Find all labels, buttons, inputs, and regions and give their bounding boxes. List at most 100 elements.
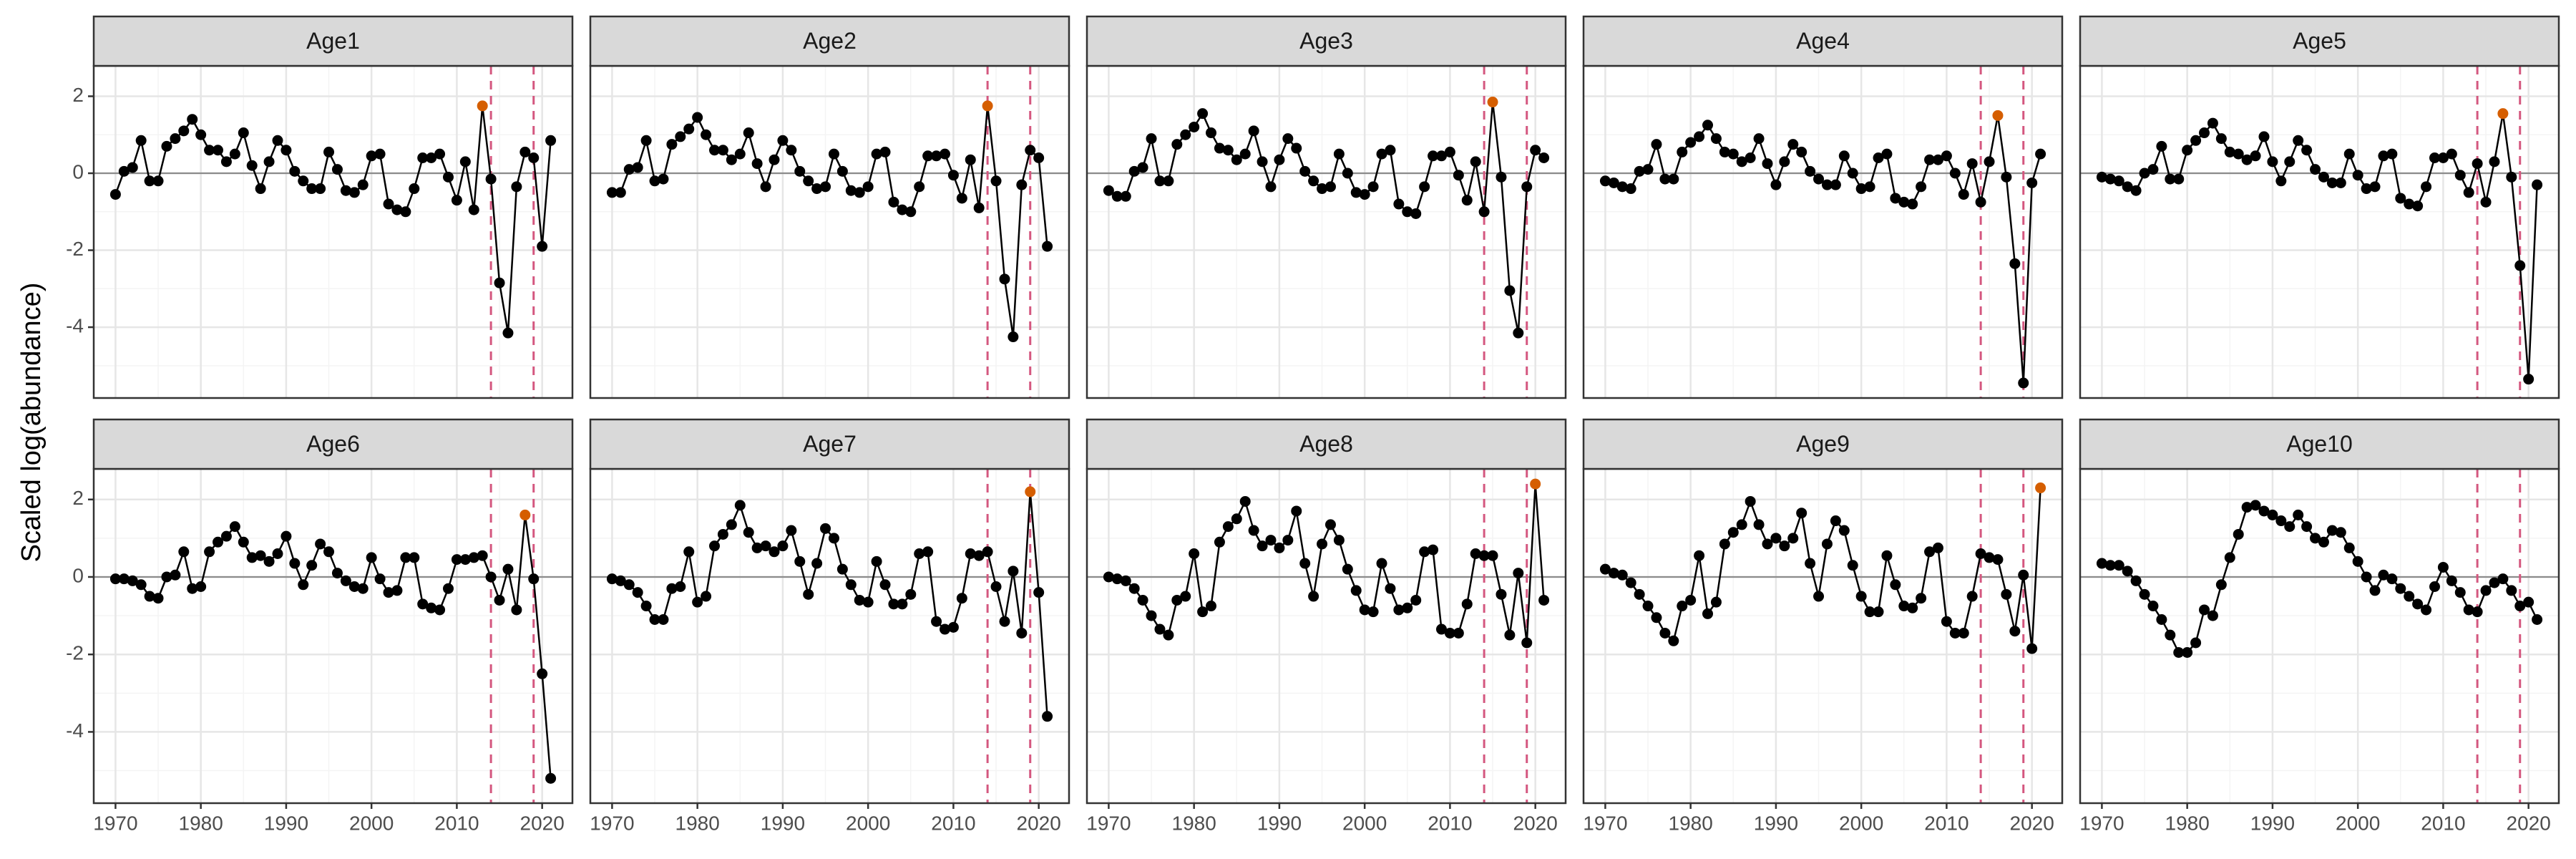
panel: Age8 1970 1980 1990 2000 2010 2020 bbox=[1085, 418, 1567, 834]
data-point bbox=[1103, 185, 1114, 196]
x-tick-label: 2010 bbox=[931, 812, 975, 834]
data-point bbox=[545, 135, 557, 146]
data-point bbox=[2395, 583, 2406, 594]
data-point bbox=[1702, 120, 1714, 131]
data-point bbox=[1299, 165, 1311, 177]
data-point bbox=[1444, 627, 1455, 639]
data-point bbox=[2147, 164, 2159, 175]
data-point bbox=[1898, 601, 1910, 612]
data-point bbox=[1282, 133, 1294, 145]
data-point bbox=[2275, 175, 2287, 187]
data-point bbox=[811, 183, 823, 195]
data-point bbox=[135, 135, 147, 146]
data-point bbox=[2241, 502, 2253, 513]
data-point bbox=[871, 555, 882, 567]
data-point bbox=[2113, 560, 2124, 571]
data-point bbox=[2233, 148, 2244, 160]
data-point bbox=[2207, 117, 2218, 129]
data-point bbox=[897, 598, 908, 610]
data-point bbox=[426, 602, 437, 613]
data-point bbox=[2437, 561, 2449, 573]
data-point bbox=[494, 277, 505, 288]
panel: Age2 bbox=[589, 15, 1070, 399]
data-point bbox=[717, 145, 728, 156]
panel-background bbox=[590, 469, 1069, 803]
strip-label: Age10 bbox=[2286, 431, 2353, 457]
data-point bbox=[459, 554, 471, 566]
data-point bbox=[615, 187, 626, 198]
data-point bbox=[442, 583, 454, 594]
data-point bbox=[2412, 598, 2424, 610]
x-tick-label: 1990 bbox=[1754, 812, 1798, 834]
data-point bbox=[1419, 546, 1430, 558]
data-point bbox=[204, 546, 215, 558]
strip bbox=[589, 418, 1070, 470]
data-point bbox=[1805, 558, 1816, 569]
data-point bbox=[1146, 133, 1157, 145]
data-point bbox=[1513, 568, 1524, 579]
data-point bbox=[1821, 179, 1833, 190]
data-point bbox=[1154, 623, 1166, 635]
data-point bbox=[2343, 148, 2355, 160]
x-tick-label: 2020 bbox=[1513, 812, 1558, 834]
data-point bbox=[2489, 577, 2500, 588]
data-point bbox=[1513, 327, 1524, 339]
data-point bbox=[468, 552, 479, 563]
data-point bbox=[1599, 563, 1611, 575]
data-point bbox=[2165, 629, 2176, 641]
data-point bbox=[803, 175, 814, 187]
data-point bbox=[1770, 179, 1782, 190]
data-point bbox=[220, 530, 232, 542]
data-point bbox=[1992, 554, 2004, 566]
data-point bbox=[417, 598, 429, 610]
data-point bbox=[1538, 594, 1550, 606]
data-point bbox=[1805, 165, 1816, 177]
data-point bbox=[1659, 627, 1671, 639]
data-point bbox=[1350, 187, 1362, 198]
data-point bbox=[1299, 558, 1311, 569]
strip-label: Age8 bbox=[1299, 431, 1353, 457]
data-point bbox=[1171, 594, 1183, 606]
data-point bbox=[1435, 623, 1447, 635]
data-point bbox=[1916, 181, 1927, 193]
data-point bbox=[965, 548, 976, 560]
data-point bbox=[973, 550, 985, 561]
data-point bbox=[118, 165, 130, 177]
data-point bbox=[675, 581, 686, 593]
data-point bbox=[1634, 165, 1645, 177]
data-point bbox=[2369, 181, 2381, 193]
data-point bbox=[537, 668, 548, 679]
data-point bbox=[1719, 146, 1730, 157]
data-point bbox=[1813, 173, 1825, 185]
data-point bbox=[666, 583, 678, 594]
data-point bbox=[1770, 533, 1782, 544]
data-point bbox=[1478, 206, 1490, 218]
data-point bbox=[1248, 525, 1259, 536]
data-point bbox=[760, 181, 771, 193]
x-tick-label: 2000 bbox=[846, 812, 890, 834]
data-point bbox=[1608, 177, 1619, 188]
data-point bbox=[1189, 548, 1200, 560]
data-point bbox=[1428, 150, 1439, 162]
strip bbox=[1085, 418, 1567, 470]
data-point bbox=[1727, 527, 1739, 538]
data-point bbox=[187, 114, 198, 125]
data-point bbox=[888, 598, 899, 610]
data-point bbox=[2122, 181, 2133, 193]
data-point bbox=[2369, 585, 2381, 596]
x-tick-label: 2010 bbox=[1428, 812, 1472, 834]
data-point bbox=[623, 164, 635, 175]
data-point bbox=[409, 552, 420, 563]
data-point bbox=[683, 546, 695, 558]
data-point bbox=[1222, 145, 1234, 156]
data-point bbox=[1453, 627, 1464, 639]
x-tick-label: 1990 bbox=[2250, 812, 2295, 834]
data-point bbox=[1444, 146, 1455, 157]
data-point bbox=[2096, 171, 2107, 183]
panel-background bbox=[1584, 469, 2062, 803]
data-point bbox=[888, 196, 899, 208]
data-point bbox=[2139, 588, 2150, 600]
data-point bbox=[947, 170, 959, 181]
data-point bbox=[845, 185, 857, 196]
data-point bbox=[1402, 206, 1413, 218]
